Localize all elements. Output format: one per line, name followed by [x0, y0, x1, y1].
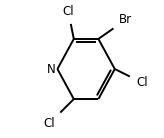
- Text: Cl: Cl: [136, 76, 148, 89]
- Text: Cl: Cl: [43, 117, 55, 130]
- Text: N: N: [47, 63, 56, 75]
- Text: Cl: Cl: [62, 5, 74, 18]
- Text: Br: Br: [119, 13, 132, 26]
